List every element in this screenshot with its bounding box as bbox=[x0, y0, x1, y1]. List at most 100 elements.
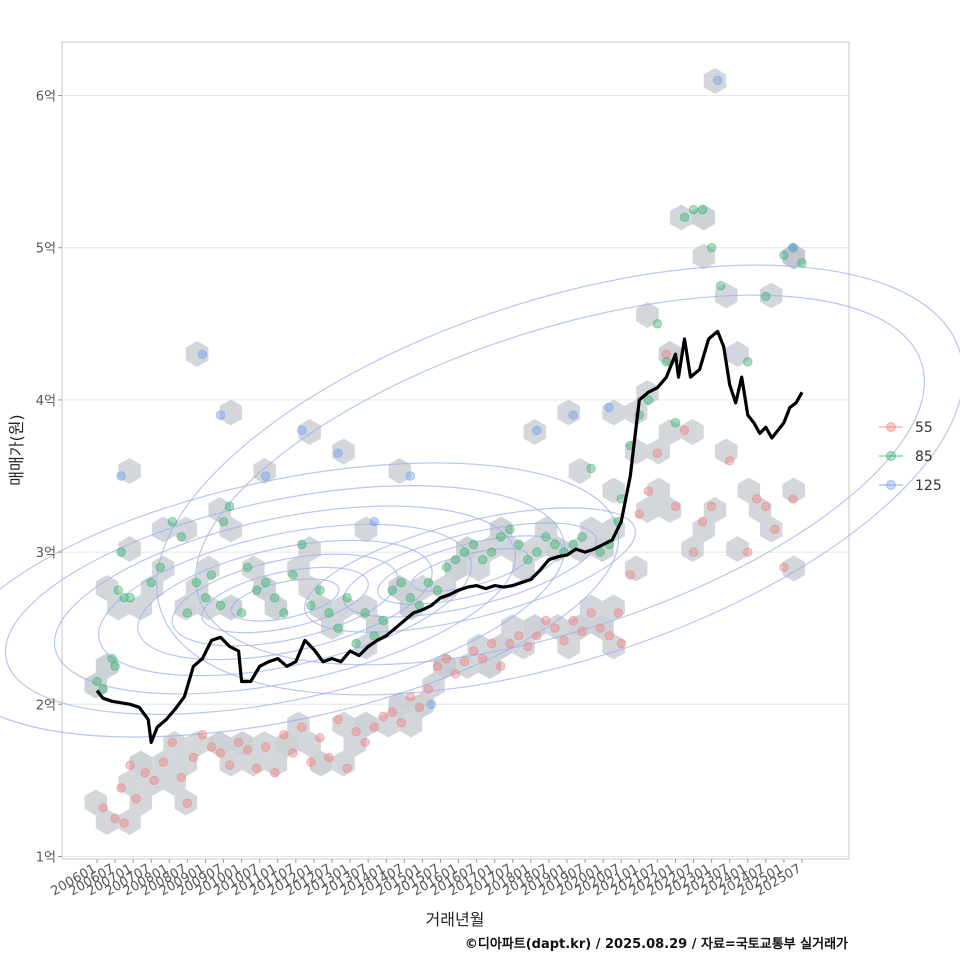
hex-bin bbox=[568, 458, 592, 484]
point-85 bbox=[218, 516, 229, 527]
density-contour bbox=[53, 505, 517, 695]
point-55 bbox=[188, 752, 199, 763]
point-85 bbox=[125, 593, 135, 603]
point-55 bbox=[486, 638, 497, 649]
point-125 bbox=[405, 471, 416, 481]
hex-bin bbox=[399, 594, 423, 621]
median-price-line bbox=[95, 329, 804, 744]
hex-bin bbox=[140, 770, 164, 796]
point-55 bbox=[206, 742, 217, 752]
point-85 bbox=[706, 242, 717, 253]
point-55 bbox=[360, 737, 370, 748]
legend-label: 85 bbox=[915, 449, 933, 465]
point-55 bbox=[131, 793, 141, 804]
point-55 bbox=[369, 722, 379, 732]
hex-bin bbox=[624, 555, 648, 582]
hex-bin bbox=[782, 243, 805, 270]
density-contour bbox=[201, 566, 369, 634]
legend-label: 55 bbox=[915, 420, 933, 436]
point-55 bbox=[595, 623, 605, 633]
point-55 bbox=[743, 547, 753, 557]
point-85 bbox=[297, 539, 307, 550]
hex-bin bbox=[163, 770, 186, 796]
point-125 bbox=[568, 410, 578, 420]
point-85 bbox=[98, 684, 108, 694]
hex-bin bbox=[163, 731, 186, 757]
point-85 bbox=[333, 623, 343, 633]
hex-bin bbox=[185, 341, 209, 367]
point-55 bbox=[761, 501, 771, 512]
point-85 bbox=[200, 593, 211, 603]
point-85 bbox=[450, 555, 461, 565]
scatter-points-layer bbox=[92, 75, 807, 828]
point-55 bbox=[532, 631, 542, 641]
hex-bin bbox=[523, 419, 547, 445]
point-85 bbox=[477, 555, 488, 565]
hex-bin bbox=[737, 477, 760, 504]
point-55 bbox=[541, 615, 551, 626]
point-125 bbox=[197, 349, 208, 359]
hex-bin bbox=[95, 575, 119, 601]
hex-bin bbox=[253, 458, 276, 484]
point-55 bbox=[788, 494, 798, 504]
hex-bin bbox=[208, 497, 231, 523]
hex-bin bbox=[242, 750, 265, 777]
hex-bin bbox=[332, 438, 355, 465]
point-55 bbox=[625, 570, 635, 580]
density-contour bbox=[195, 294, 925, 666]
hex-bin bbox=[242, 555, 265, 582]
hex-bin bbox=[320, 614, 344, 640]
point-55 bbox=[167, 737, 178, 748]
point-85 bbox=[251, 585, 262, 595]
hex-bin bbox=[546, 614, 569, 640]
gridlines bbox=[62, 95, 849, 857]
hex-bin bbox=[692, 243, 715, 270]
hex-bin bbox=[219, 399, 243, 426]
point-55 bbox=[342, 763, 352, 773]
y-tick-label: 1억 bbox=[36, 851, 56, 866]
hex-bin bbox=[152, 750, 175, 777]
hex-bin bbox=[760, 516, 783, 543]
point-55 bbox=[197, 730, 208, 740]
point-85 bbox=[688, 204, 699, 215]
hex-bin bbox=[444, 555, 468, 582]
point-85 bbox=[715, 281, 726, 291]
point-85 bbox=[242, 562, 253, 573]
point-55 bbox=[514, 631, 524, 641]
point-55 bbox=[604, 631, 614, 641]
density-contour-layer bbox=[0, 264, 960, 738]
point-55 bbox=[333, 714, 343, 725]
point-85 bbox=[496, 532, 506, 542]
point-55 bbox=[523, 641, 533, 652]
hex-bin bbox=[95, 653, 119, 679]
hex-bin bbox=[275, 731, 299, 757]
median-line-layer bbox=[95, 329, 804, 744]
point-55 bbox=[149, 775, 159, 786]
hex-bin bbox=[230, 731, 254, 757]
point-55 bbox=[559, 635, 569, 646]
hex-bin bbox=[118, 770, 141, 796]
hex-bin bbox=[388, 692, 411, 718]
hex-bin bbox=[579, 594, 603, 621]
hex-bin bbox=[287, 555, 310, 582]
hex-bin bbox=[366, 614, 389, 640]
hex-bin bbox=[332, 711, 355, 738]
hex-bin bbox=[636, 302, 659, 328]
density-contour bbox=[304, 507, 636, 633]
point-85 bbox=[779, 250, 789, 261]
point-55 bbox=[670, 501, 681, 512]
point-85 bbox=[288, 570, 298, 580]
legend-item-55: 55 bbox=[879, 420, 933, 436]
point-125 bbox=[297, 425, 307, 436]
hex-bin bbox=[343, 731, 366, 757]
density-contour bbox=[156, 264, 960, 696]
hex-bin bbox=[129, 594, 153, 621]
point-85 bbox=[146, 577, 156, 588]
point-55 bbox=[688, 547, 699, 557]
point-55 bbox=[586, 608, 596, 618]
point-85 bbox=[396, 577, 406, 588]
hex-bin bbox=[624, 438, 648, 465]
point-85 bbox=[568, 539, 578, 550]
hex-bin bbox=[602, 594, 625, 621]
